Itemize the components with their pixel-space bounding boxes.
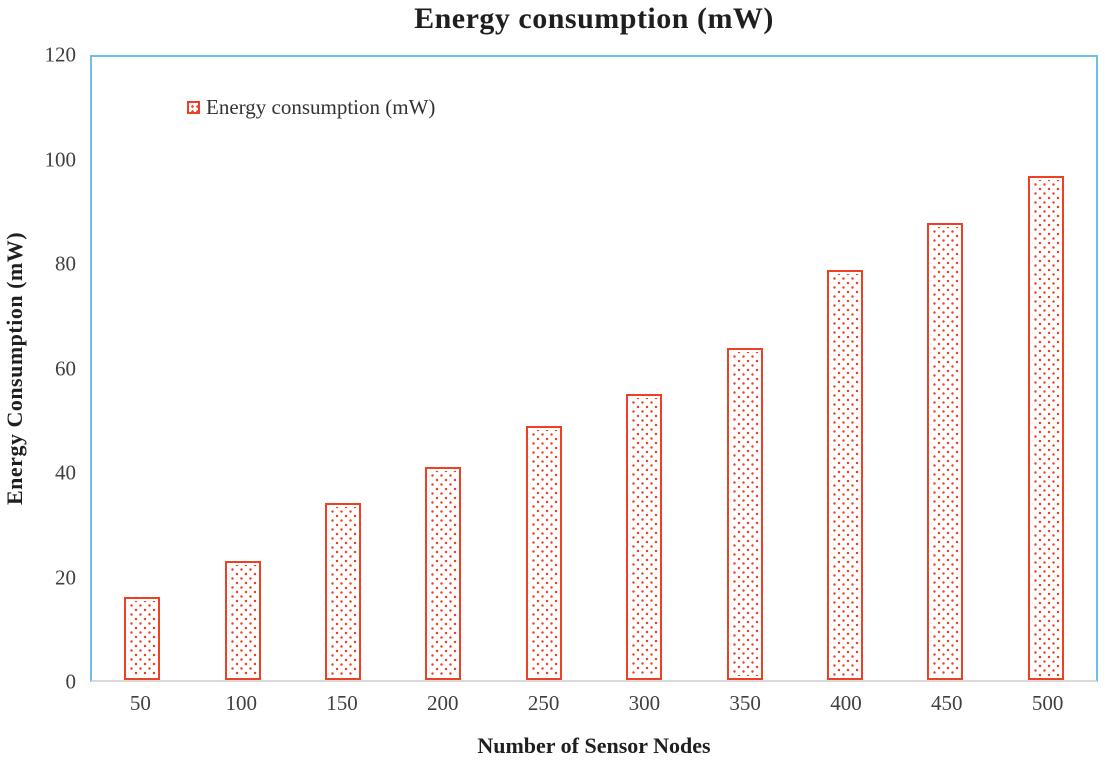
x-axis-tick-labels: 50 100 150 200 250 300 350 400 450 500 (90, 691, 1098, 715)
bar-cell-450 (895, 57, 995, 680)
bar-cell-250 (494, 57, 594, 680)
x-tick-label-500: 500 (1031, 691, 1064, 715)
x-tick-label-350: 350 (729, 691, 761, 715)
y-tick-label-120: 120 (44, 42, 77, 67)
x-tick-label-300: 300 (628, 691, 661, 715)
y-tick-label-80: 80 (55, 251, 76, 276)
y-tick-label-40: 40 (55, 460, 76, 485)
x-tick-label-100: 100 (225, 691, 257, 715)
bar-350 (726, 347, 763, 680)
x-tick-label-250: 250 (527, 691, 560, 715)
bar-400 (827, 269, 864, 680)
bar-cell-400 (795, 57, 895, 680)
chart-title: Energy consumption (mW) (414, 2, 774, 35)
x-tick-label-50: 50 (129, 691, 151, 715)
bar-200 (425, 467, 462, 680)
bar-cell-300 (594, 57, 694, 680)
y-tick-label-20: 20 (55, 565, 76, 589)
x-tick-label-150: 150 (326, 691, 358, 715)
bar-150 (325, 503, 362, 680)
bar-cell-150 (293, 57, 393, 680)
bar-300 (626, 394, 663, 680)
bar-50 (124, 596, 161, 680)
x-axis-title: Number of Sensor Nodes (477, 733, 711, 758)
legend-label: Energy consumption (mW) (206, 95, 436, 119)
x-tick-label-200: 200 (427, 691, 459, 715)
bars-container (92, 57, 1096, 680)
plot-area: Energy consumption (mW) (90, 55, 1098, 682)
bar-cell-50 (92, 57, 192, 680)
bar-100 (224, 560, 261, 680)
bar-cell-100 (192, 57, 292, 680)
y-axis-tick-labels: 0 20 40 60 80 100 120 (0, 44, 77, 692)
bar-450 (927, 223, 964, 680)
bar-cell-500 (996, 57, 1096, 680)
y-tick-label-60: 60 (55, 356, 76, 380)
legend-swatch-icon (187, 101, 200, 114)
bar-cell-200 (393, 57, 493, 680)
y-tick-label-100: 100 (44, 147, 77, 171)
x-tick-label-450: 450 (931, 691, 963, 715)
x-tick-label-400: 400 (830, 691, 862, 715)
legend: Energy consumption (mW) (187, 95, 435, 120)
bar-cell-350 (694, 57, 794, 680)
y-tick-label-0: 0 (65, 669, 77, 694)
bar-500 (1027, 176, 1064, 680)
bar-250 (525, 425, 562, 680)
